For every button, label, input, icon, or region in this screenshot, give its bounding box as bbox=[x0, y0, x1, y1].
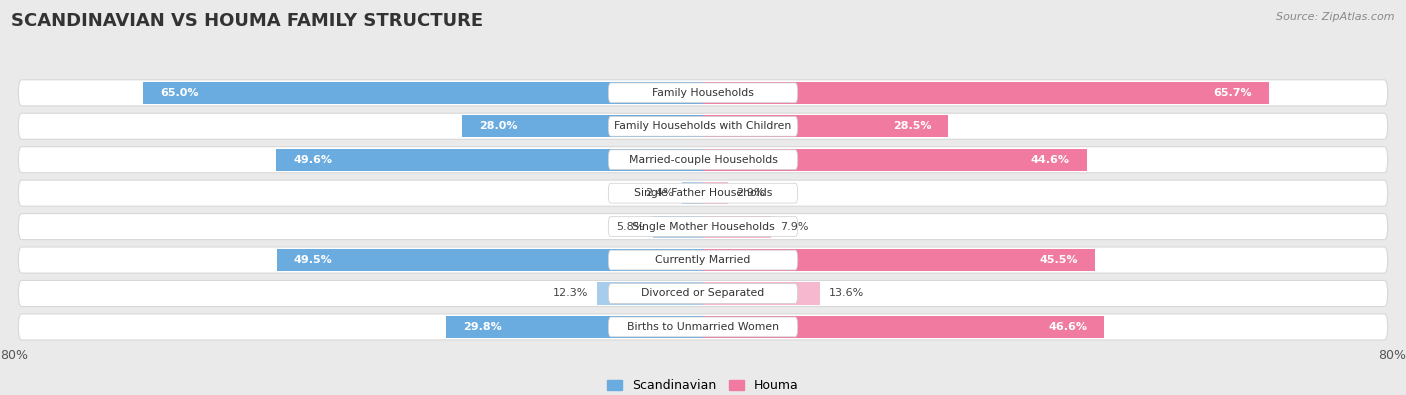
Text: 29.8%: 29.8% bbox=[464, 322, 502, 332]
Text: 45.5%: 45.5% bbox=[1039, 255, 1077, 265]
FancyBboxPatch shape bbox=[609, 83, 797, 103]
Text: 28.5%: 28.5% bbox=[893, 121, 931, 131]
FancyBboxPatch shape bbox=[609, 150, 797, 169]
Text: 44.6%: 44.6% bbox=[1031, 155, 1070, 165]
Text: 49.5%: 49.5% bbox=[294, 255, 333, 265]
FancyBboxPatch shape bbox=[18, 247, 1388, 273]
Bar bbox=[277, 249, 703, 271]
Text: 2.9%: 2.9% bbox=[737, 188, 765, 198]
Text: Currently Married: Currently Married bbox=[655, 255, 751, 265]
Text: Family Households: Family Households bbox=[652, 88, 754, 98]
Bar bbox=[703, 249, 1095, 271]
Bar bbox=[703, 282, 820, 305]
FancyBboxPatch shape bbox=[18, 113, 1388, 139]
Bar bbox=[143, 82, 703, 104]
Bar bbox=[703, 182, 728, 204]
Text: 65.7%: 65.7% bbox=[1213, 88, 1251, 98]
Text: 46.6%: 46.6% bbox=[1047, 322, 1087, 332]
Bar bbox=[598, 282, 703, 305]
Text: Births to Unmarried Women: Births to Unmarried Women bbox=[627, 322, 779, 332]
Legend: Scandinavian, Houma: Scandinavian, Houma bbox=[602, 374, 804, 395]
Text: Single Father Households: Single Father Households bbox=[634, 188, 772, 198]
FancyBboxPatch shape bbox=[18, 180, 1388, 206]
Text: SCANDINAVIAN VS HOUMA FAMILY STRUCTURE: SCANDINAVIAN VS HOUMA FAMILY STRUCTURE bbox=[11, 12, 484, 30]
Bar bbox=[652, 216, 703, 238]
Bar bbox=[446, 316, 703, 338]
Bar bbox=[703, 316, 1104, 338]
Text: 12.3%: 12.3% bbox=[553, 288, 589, 299]
FancyBboxPatch shape bbox=[18, 314, 1388, 340]
Text: Single Mother Households: Single Mother Households bbox=[631, 222, 775, 231]
Text: 13.6%: 13.6% bbox=[828, 288, 863, 299]
FancyBboxPatch shape bbox=[609, 217, 797, 237]
Text: Family Households with Children: Family Households with Children bbox=[614, 121, 792, 131]
Text: 2.4%: 2.4% bbox=[645, 188, 673, 198]
Bar bbox=[703, 82, 1268, 104]
Bar bbox=[276, 149, 703, 171]
Bar bbox=[703, 115, 949, 137]
FancyBboxPatch shape bbox=[18, 147, 1388, 173]
Text: Source: ZipAtlas.com: Source: ZipAtlas.com bbox=[1277, 12, 1395, 22]
Text: Married-couple Households: Married-couple Households bbox=[628, 155, 778, 165]
Text: 7.9%: 7.9% bbox=[780, 222, 808, 231]
Text: Divorced or Separated: Divorced or Separated bbox=[641, 288, 765, 299]
Text: 28.0%: 28.0% bbox=[479, 121, 517, 131]
Text: 5.8%: 5.8% bbox=[616, 222, 644, 231]
FancyBboxPatch shape bbox=[18, 280, 1388, 307]
FancyBboxPatch shape bbox=[609, 250, 797, 270]
Text: 65.0%: 65.0% bbox=[160, 88, 200, 98]
FancyBboxPatch shape bbox=[18, 80, 1388, 106]
Text: 49.6%: 49.6% bbox=[292, 155, 332, 165]
FancyBboxPatch shape bbox=[609, 284, 797, 303]
Bar bbox=[703, 149, 1087, 171]
FancyBboxPatch shape bbox=[609, 317, 797, 337]
Bar bbox=[682, 182, 703, 204]
FancyBboxPatch shape bbox=[609, 183, 797, 203]
Bar bbox=[703, 216, 770, 238]
FancyBboxPatch shape bbox=[18, 214, 1388, 240]
Bar bbox=[461, 115, 703, 137]
FancyBboxPatch shape bbox=[609, 117, 797, 136]
